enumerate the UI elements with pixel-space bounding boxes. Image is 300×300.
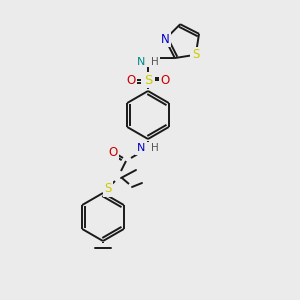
- Text: N: N: [136, 143, 145, 153]
- Text: S: S: [104, 182, 112, 196]
- Text: O: O: [108, 146, 118, 158]
- Text: O: O: [126, 74, 136, 86]
- Text: S: S: [144, 74, 152, 86]
- Text: N: N: [136, 57, 145, 67]
- Text: H: H: [151, 57, 159, 67]
- Text: H: H: [151, 143, 159, 153]
- Text: N: N: [161, 33, 170, 46]
- Text: S: S: [192, 48, 200, 61]
- Text: O: O: [160, 74, 169, 86]
